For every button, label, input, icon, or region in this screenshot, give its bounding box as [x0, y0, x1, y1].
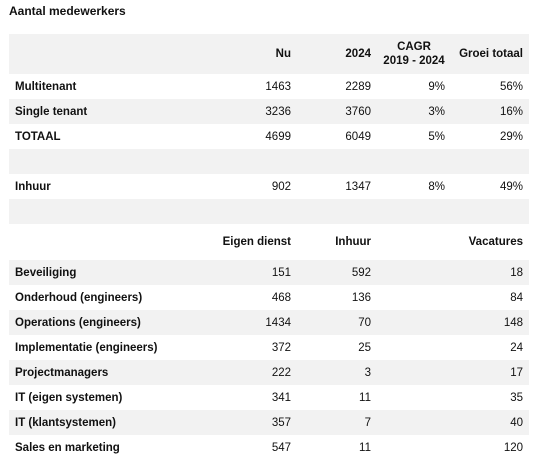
header-cell: Groei totaal [459, 48, 523, 60]
cell-2024: 2289 [345, 80, 371, 93]
row-label: Operations (engineers) [15, 316, 141, 329]
cell-vacatures: 24 [510, 341, 523, 354]
cell-eigen: 468 [271, 291, 291, 304]
table-row: Single tenant 3236 3760 3% 16% [9, 99, 529, 124]
table-row: Projectmanagers 222 3 17 [9, 360, 529, 385]
cell-nu: 3236 [265, 105, 291, 118]
cell-groei: 56% [499, 80, 523, 93]
cell-cagr: 5% [428, 130, 445, 143]
cell-vacatures: 148 [503, 316, 523, 329]
cell-nu: 902 [271, 180, 291, 193]
row-label: Onderhoud (engineers) [15, 291, 143, 304]
cell-inhuur: 7 [364, 416, 371, 429]
cell-eigen: 222 [271, 366, 291, 379]
page-title: Aantal medewerkers [9, 4, 126, 18]
cell-cagr: 9% [428, 80, 445, 93]
cell-inhuur: 70 [358, 316, 371, 329]
row-label: IT (eigen systemen) [15, 391, 123, 404]
table-row: TOTAAL 4699 6049 5% 29% [9, 124, 529, 149]
cell-groei: 29% [499, 130, 523, 143]
header-cell: Inhuur [335, 236, 371, 248]
cell-groei: 16% [499, 105, 523, 118]
cell-vacatures: 84 [510, 291, 523, 304]
cell-eigen: 1434 [265, 316, 291, 329]
table-row-spacer [9, 149, 529, 174]
cell-eigen: 341 [271, 391, 291, 404]
row-label: TOTAAL [15, 130, 61, 143]
cell-nu: 4699 [265, 130, 291, 143]
cell-cagr: 3% [428, 105, 445, 118]
staff-table: Nu 2024 CAGR 2019 - 2024 Groei totaal Mu… [9, 34, 529, 460]
cell-vacatures: 17 [510, 366, 523, 379]
cell-inhuur: 11 [359, 441, 371, 454]
table-header-row: Eigen dienst Inhuur Vacatures [9, 224, 529, 260]
header-cell: 2024 [345, 48, 371, 60]
cell-inhuur: 11 [359, 391, 371, 404]
table-row: IT (klantsystemen) 357 7 40 [9, 410, 529, 435]
cell-eigen: 357 [271, 416, 291, 429]
cell-groei: 49% [499, 180, 523, 193]
table-row: Onderhoud (engineers) 468 136 84 [9, 285, 529, 310]
header-cell: Eigen dienst [222, 236, 291, 248]
cell-vacatures: 120 [503, 441, 523, 454]
header-cell: Vacatures [468, 236, 523, 248]
row-label: Projectmanagers [15, 366, 109, 379]
table-row: IT (eigen systemen) 341 11 35 [9, 385, 529, 410]
row-label: Beveiliging [15, 266, 77, 279]
row-label: IT (klantsystemen) [15, 416, 116, 429]
cell-2024: 1347 [345, 180, 371, 193]
table-row: Beveiliging 151 592 18 [9, 260, 529, 285]
cell-inhuur: 25 [358, 341, 371, 354]
cell-vacatures: 18 [510, 266, 523, 279]
row-label: Implementatie (engineers) [15, 341, 158, 354]
table-row: Operations (engineers) 1434 70 148 [9, 310, 529, 335]
table-row: Multitenant 1463 2289 9% 56% [9, 74, 529, 99]
cell-2024: 3760 [345, 105, 371, 118]
cell-inhuur: 3 [364, 366, 371, 379]
header-cell: CAGR 2019 - 2024 [383, 41, 445, 67]
cell-inhuur: 136 [351, 291, 371, 304]
cell-cagr: 8% [428, 180, 445, 193]
table-row-spacer [9, 199, 529, 224]
cell-eigen: 372 [271, 341, 291, 354]
table-row: Implementatie (engineers) 372 25 24 [9, 335, 529, 360]
cell-inhuur: 592 [351, 266, 371, 279]
row-label: Multitenant [15, 80, 77, 93]
cell-vacatures: 40 [510, 416, 523, 429]
row-label: Single tenant [15, 105, 88, 118]
cell-nu: 1463 [265, 80, 291, 93]
row-label: Inhuur [15, 180, 51, 193]
cell-2024: 6049 [345, 130, 371, 143]
cell-vacatures: 35 [510, 391, 523, 404]
cell-eigen: 547 [271, 441, 291, 454]
row-label: Sales en marketing [15, 441, 120, 454]
table-header-row: Nu 2024 CAGR 2019 - 2024 Groei totaal [9, 34, 529, 74]
cell-eigen: 151 [271, 266, 291, 279]
table-row: Sales en marketing 547 11 120 [9, 435, 529, 460]
table-row: Inhuur 902 1347 8% 49% [9, 174, 529, 199]
header-cell: Nu [275, 48, 291, 60]
